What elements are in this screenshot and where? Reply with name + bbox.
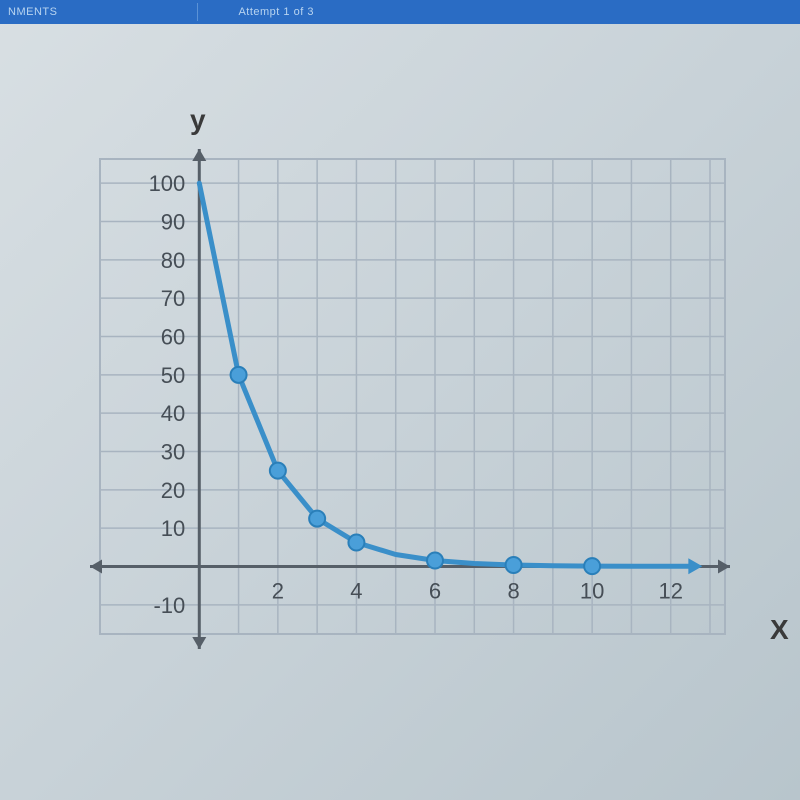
x-axis-label: X	[770, 614, 789, 646]
nav-menu-text: NMENTS	[8, 6, 57, 18]
svg-text:50: 50	[161, 363, 185, 388]
svg-text:80: 80	[161, 248, 185, 273]
svg-text:-10: -10	[153, 593, 185, 618]
svg-text:6: 6	[429, 579, 441, 604]
svg-text:4: 4	[350, 579, 362, 604]
svg-text:10: 10	[580, 579, 604, 604]
svg-text:20: 20	[161, 478, 185, 503]
svg-text:10: 10	[161, 516, 185, 541]
attempt-text: Attempt 1 of 3	[238, 6, 313, 18]
header-bar: NMENTS Attempt 1 of 3	[0, 0, 800, 24]
svg-text:70: 70	[161, 286, 185, 311]
svg-text:30: 30	[161, 440, 185, 465]
svg-text:12: 12	[658, 579, 682, 604]
chart-container: y -1010203040506070809010024681012 X	[70, 144, 770, 749]
svg-text:2: 2	[272, 579, 284, 604]
svg-text:100: 100	[149, 171, 186, 196]
svg-text:40: 40	[161, 401, 185, 426]
svg-text:90: 90	[161, 210, 185, 235]
svg-text:60: 60	[161, 325, 185, 350]
content-area: y -10 10 20 30 40 50 60 70 80 90 100 2 4 6 8 10 12 X	[0, 24, 800, 789]
y-axis-label: y	[190, 104, 206, 136]
svg-text:8: 8	[507, 579, 519, 604]
header-divider	[197, 3, 198, 21]
chart-svg: -10 10 20 30 40 50 60 70 80 90 100 2 4 6 8 10 12	[70, 144, 770, 744]
